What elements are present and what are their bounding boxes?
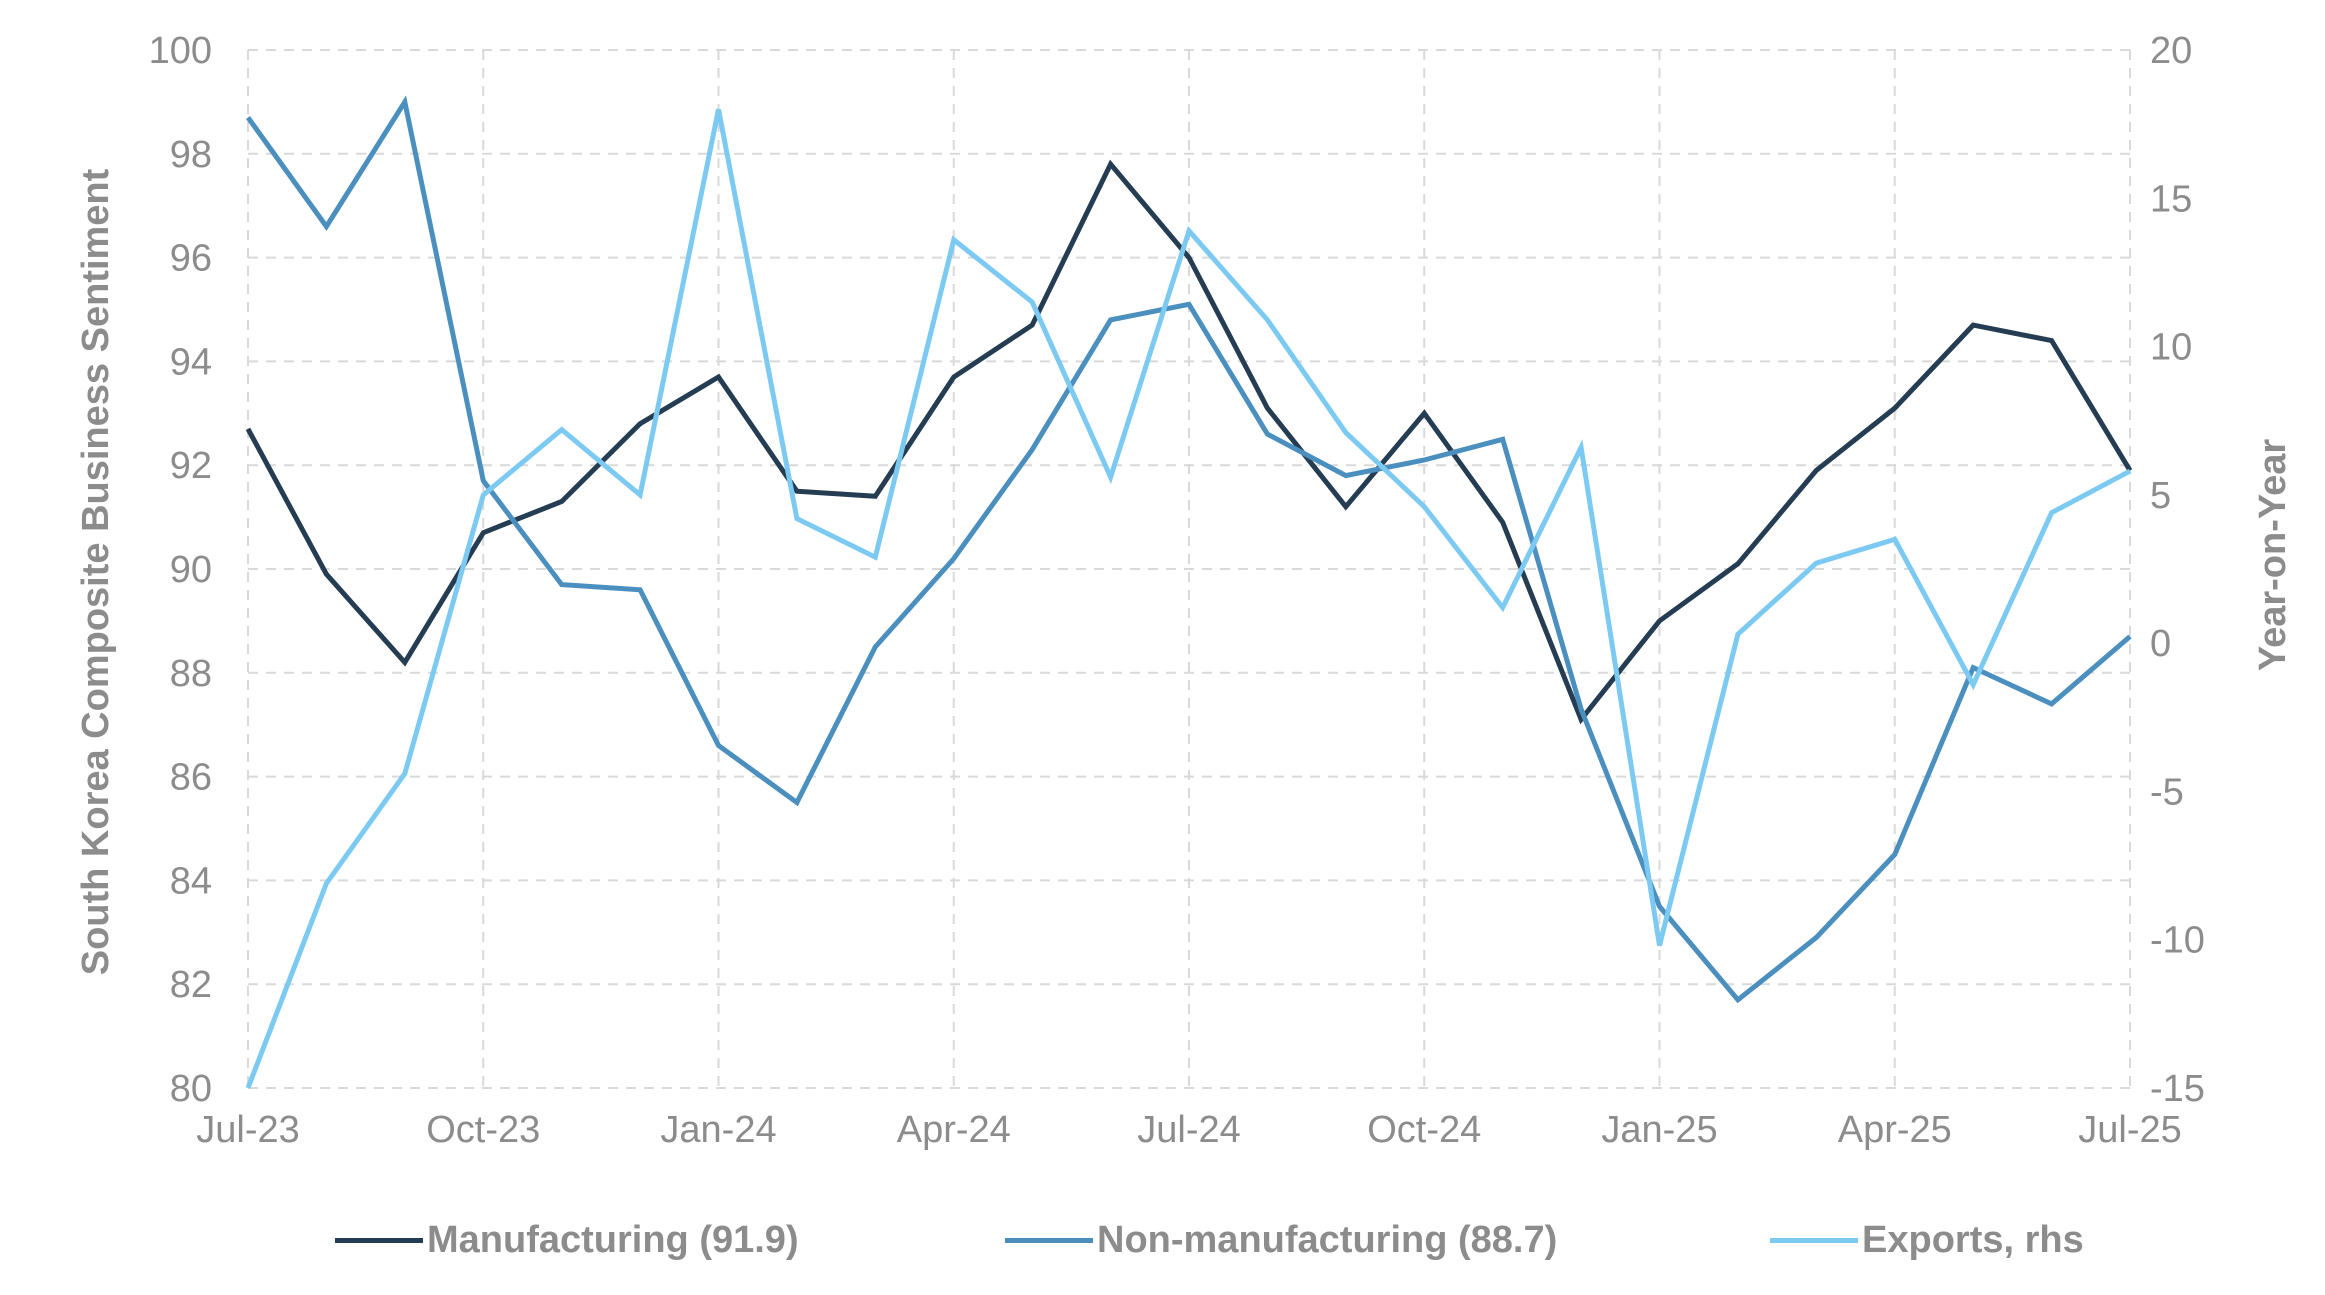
legend-item-exports: Exports, rhs [1770,1210,2084,1270]
x-axis-ticks: Jul-23 Oct-23 Jan-24 Apr-24 Jul-24 Oct-24 Jan-… [196,1109,2182,1151]
y-tick-label: 86 [170,757,212,799]
legend-item-manufacturing: Manufacturing (91.9) [335,1210,799,1270]
y-tick-label: 90 [170,549,212,591]
y2-tick-label: 10 [2150,327,2192,369]
y-tick-label: 82 [170,964,212,1006]
y-axis-right-ticks: -15 -10 -5 0 5 10 15 20 [2150,30,2205,1110]
legend: Manufacturing (91.9) Non-manufacturing (… [0,1210,2325,1270]
y-tick-label: 98 [170,134,212,176]
legend-swatch-exports [1770,1237,1858,1243]
legend-swatch-manufacturing [335,1237,423,1243]
y-tick-label: 94 [170,341,212,383]
x-tick-label: Jul-25 [2078,1109,2182,1151]
series-line-non-manufacturing [245,95,2132,1004]
legend-swatch-non-manufacturing [1005,1237,1093,1243]
chart: 80 82 84 86 88 90 92 94 96 98 100 -15 -10 -5 0 5 10 15 20… [75,30,2294,1151]
y2-tick-label: -15 [2150,1068,2205,1110]
y-tick-label: 84 [170,860,212,902]
y-tick-label: 96 [170,238,212,280]
y2-tick-label: 20 [2150,30,2192,72]
series-line-exports-rhs [245,108,2132,1089]
x-tick-label: Jul-24 [1137,1109,1241,1151]
x-tick-label: Apr-24 [897,1109,1011,1151]
legend-label-exports: Exports, rhs [1862,1218,2084,1261]
x-tick-label: Jan-24 [660,1109,776,1151]
y2-tick-label: 5 [2150,475,2171,517]
y2-tick-label: 0 [2150,623,2171,665]
series-line-manufacturing [245,159,2133,725]
y2-tick-label: -10 [2150,920,2205,962]
x-tick-label: Oct-23 [426,1109,540,1151]
y-tick-label: 80 [170,1068,212,1110]
series-lines [245,95,2133,1089]
x-tick-label: Jan-25 [1601,1109,1717,1151]
legend-item-non-manufacturing: Non-manufacturing (88.7) [1005,1210,1557,1270]
legend-label-non-manufacturing: Non-manufacturing (88.7) [1097,1218,1558,1261]
legend-label-manufacturing: Manufacturing (91.9) [427,1218,799,1261]
y-axis-left-title: South Korea Composite Business Sentiment [75,168,117,975]
grid [247,49,2131,1089]
y2-tick-label: 15 [2150,178,2192,220]
x-tick-label: Oct-24 [1367,1109,1481,1151]
y-axis-left-ticks: 80 82 84 86 88 90 92 94 96 98 100 [149,30,212,1110]
x-tick-label: Apr-25 [1838,1109,1952,1151]
y2-tick-label: -5 [2150,771,2184,813]
y-tick-label: 92 [170,445,212,487]
y-axis-right-title: Year-on-Year [2252,439,2294,672]
y-tick-label: 100 [149,30,212,72]
y-tick-label: 88 [170,653,212,695]
x-tick-label: Jul-23 [196,1109,300,1151]
